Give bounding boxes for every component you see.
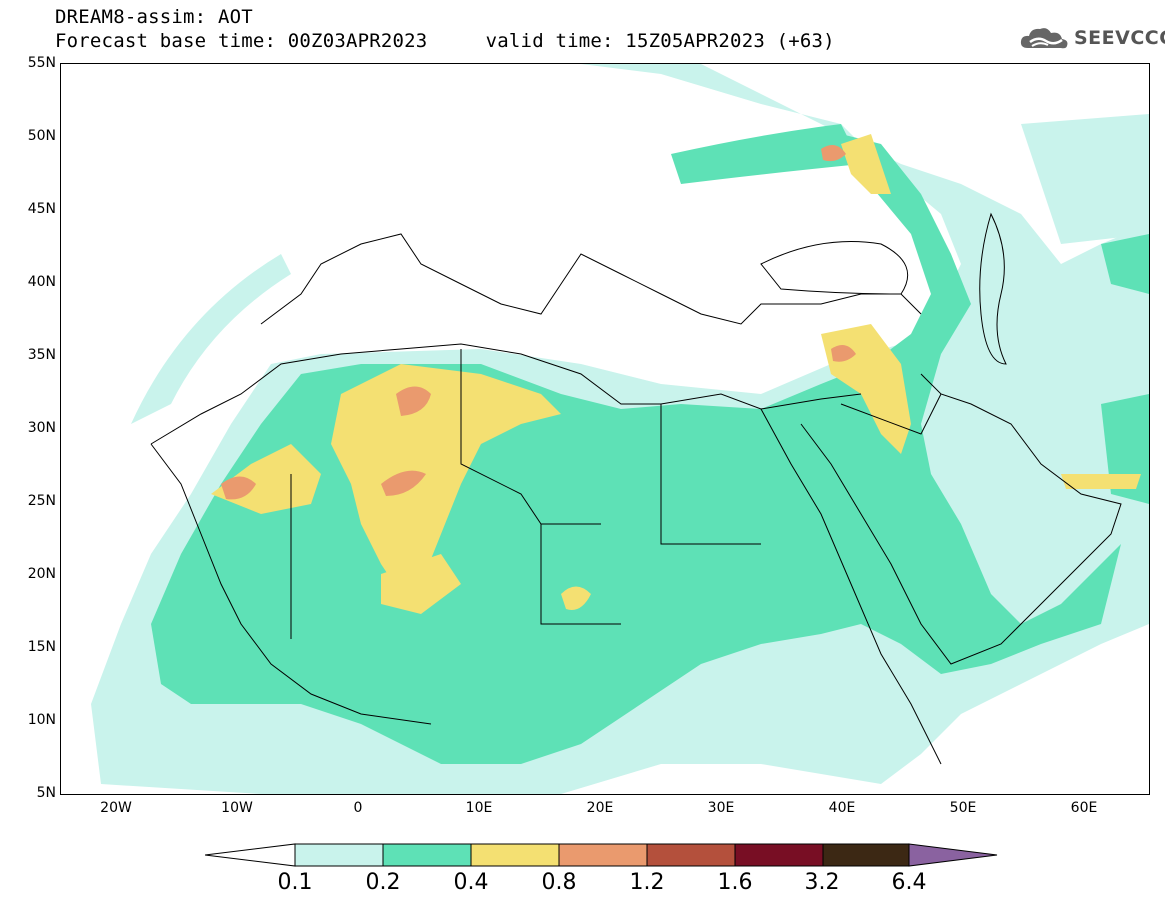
legend-label: 3.2 — [804, 870, 840, 895]
cloud-logo-icon — [1020, 28, 1068, 49]
legend-cell — [734, 843, 824, 867]
forecast-time-label: Forecast base time: 00Z03APR2023 valid t… — [55, 30, 835, 52]
legend-label: 0.8 — [541, 870, 577, 895]
seevccc-logo: SEEVCCC — [1018, 24, 1165, 52]
lat-label: 5N — [36, 785, 56, 801]
aot-field-0.8 — [221, 476, 256, 500]
lat-label: 50N — [27, 128, 56, 144]
aot-color-legend — [205, 843, 998, 867]
aot-contour-fields — [91, 64, 1149, 794]
lon-label: 40E — [828, 800, 856, 816]
border-line — [660, 404, 761, 545]
black-sea — [760, 241, 909, 295]
aot-field-0.2 — [1101, 234, 1149, 294]
border-line — [840, 393, 942, 435]
aot-field-0.4 — [331, 364, 561, 594]
lat-label: 10N — [27, 712, 56, 728]
arabia-coast — [800, 373, 1122, 665]
legend-cell — [382, 843, 472, 867]
africa-north-coast — [150, 343, 862, 445]
lon-label: 30E — [707, 800, 735, 816]
aot-field-0.1 — [131, 254, 291, 424]
aot-field-0.1 — [1021, 114, 1149, 244]
lat-label: 20N — [27, 566, 56, 582]
coastlines-and-borders — [150, 212, 1122, 765]
aot-forecast-map[interactable] — [60, 63, 1150, 795]
legend-label: 1.2 — [629, 870, 665, 895]
lon-label: 60E — [1070, 800, 1098, 816]
aot-field-0.8 — [396, 386, 431, 416]
lat-label: 55N — [27, 55, 56, 71]
legend-over-arrow — [908, 843, 998, 867]
lat-label: 25N — [27, 493, 56, 509]
west-africa-coast — [150, 443, 432, 725]
aot-field-0.4 — [1061, 474, 1141, 489]
map-title: DREAM8-assim: AOT — [55, 6, 253, 28]
legend-cell — [822, 843, 910, 867]
logo-text: SEEVCCC — [1074, 27, 1165, 49]
legend-under-arrow — [205, 843, 296, 867]
red-sea-west-coast — [760, 408, 942, 765]
aot-field-0.4 — [561, 586, 591, 610]
legend-cell — [558, 843, 648, 867]
map-canvas — [91, 64, 1149, 794]
aot-field-0.8 — [831, 345, 856, 362]
legend-label: 1.6 — [717, 870, 753, 895]
lat-label: 35N — [27, 347, 56, 363]
aot-field-0.4 — [381, 554, 461, 614]
lat-label: 30N — [27, 420, 56, 436]
aot-field-0.8 — [821, 145, 846, 162]
legend-label: 0.1 — [277, 870, 313, 895]
lat-label: 45N — [27, 201, 56, 217]
legend-cell — [646, 843, 736, 867]
lat-label: 40N — [27, 274, 56, 290]
lon-label: 50E — [949, 800, 977, 816]
legend-label: 6.4 — [891, 870, 927, 895]
lon-label: 10W — [221, 800, 253, 816]
legend-label: 0.4 — [453, 870, 489, 895]
caspian-sea — [979, 212, 1007, 365]
lon-label: 10E — [465, 800, 493, 816]
lon-label: 20E — [586, 800, 614, 816]
lon-label: 20W — [100, 800, 132, 816]
legend-cell — [294, 843, 384, 867]
europe-south-coast — [260, 233, 922, 325]
border-line — [460, 349, 601, 525]
legend-cell — [470, 843, 560, 867]
aot-field-0.2 — [671, 124, 861, 184]
aot-field-0.4 — [841, 134, 891, 194]
legend-label: 0.2 — [365, 870, 401, 895]
lat-label: 15N — [27, 639, 56, 655]
aot-field-0.8 — [381, 470, 426, 496]
lon-label: 0 — [353, 800, 363, 816]
border-line — [540, 524, 621, 625]
